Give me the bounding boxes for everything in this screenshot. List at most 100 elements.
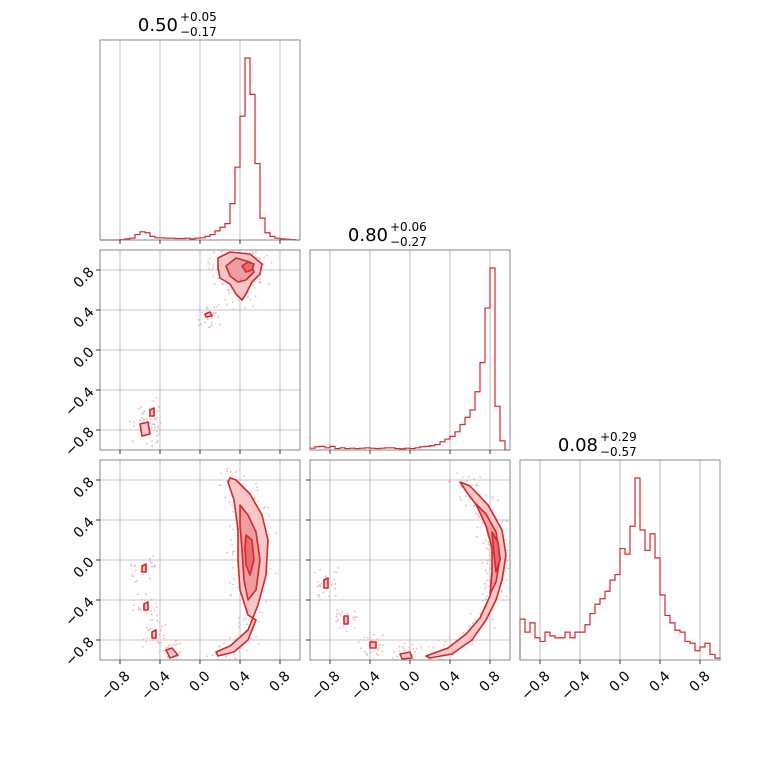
sample-point	[212, 263, 215, 266]
sample-point	[229, 470, 232, 473]
sample-point	[471, 484, 473, 487]
contour-level-3	[241, 261, 255, 273]
sample-point	[145, 593, 147, 596]
sample-point	[408, 648, 411, 651]
sample-point	[435, 662, 437, 664]
sample-point	[489, 567, 492, 570]
y-tick-label: 0.0	[71, 554, 98, 581]
sample-point	[132, 575, 135, 578]
sample-point	[170, 644, 173, 646]
scatter-panel-0-1: −0.8 −0.4 0.0 0.4 0.8	[62, 249, 301, 460]
sample-point	[172, 662, 174, 664]
scatter-panel-1-2: −0.8 −0.4 0.0 0.4 0.8	[306, 459, 514, 704]
sample-point	[479, 612, 482, 615]
sample-point	[219, 323, 222, 326]
title-upper-error: +0.29	[600, 430, 637, 444]
sample-point	[342, 625, 345, 628]
sample-point	[173, 644, 176, 646]
sample-point	[156, 416, 159, 419]
sample-point	[151, 639, 154, 642]
sample-point	[206, 317, 209, 320]
y-tick-label: −0.4	[62, 594, 97, 629]
sample-point	[487, 584, 489, 587]
sample-point	[231, 301, 234, 303]
sample-point	[234, 657, 237, 660]
sample-point	[218, 645, 221, 647]
sample-point	[256, 256, 259, 259]
sample-point	[197, 324, 200, 327]
sample-point	[479, 493, 482, 496]
sample-point	[482, 542, 485, 544]
sample-point	[176, 655, 179, 658]
sample-point	[393, 651, 396, 653]
x-tick-label: −0.8	[98, 668, 133, 703]
sample-point	[481, 561, 484, 564]
sample-point	[228, 637, 231, 639]
sample-point	[398, 649, 401, 652]
sample-point	[351, 616, 354, 619]
sample-point	[168, 644, 170, 647]
sample-point	[217, 316, 220, 318]
sample-point	[237, 616, 240, 619]
sample-point	[319, 568, 321, 571]
sample-point	[465, 480, 468, 483]
sample-point	[346, 612, 348, 615]
sample-point	[381, 634, 384, 636]
sample-point	[167, 646, 169, 649]
title-upper-error: +0.06	[390, 220, 427, 234]
sample-point	[251, 284, 254, 287]
sample-point	[257, 500, 259, 503]
sample-point	[353, 615, 356, 618]
sample-point	[149, 619, 152, 622]
sample-point	[147, 629, 149, 631]
sample-point	[130, 564, 132, 567]
sample-point	[504, 570, 506, 572]
sample-point	[449, 481, 451, 484]
sample-point	[267, 572, 270, 575]
sample-point	[253, 286, 256, 289]
sample-point	[512, 585, 514, 587]
x-tick-label: 0.8	[687, 668, 714, 695]
sample-point	[335, 612, 338, 615]
sample-point	[158, 634, 161, 637]
title-value: 0.80	[348, 225, 388, 246]
sample-point	[150, 610, 152, 612]
sample-point	[473, 639, 476, 641]
sample-point	[487, 548, 490, 551]
sample-point	[481, 521, 484, 524]
contour-level-3	[244, 534, 255, 576]
sample-point	[150, 613, 153, 616]
sample-point	[213, 312, 216, 315]
sample-point	[156, 619, 159, 622]
sample-point	[337, 612, 340, 615]
sample-point	[477, 485, 479, 487]
sample-point	[203, 321, 206, 324]
sample-point	[233, 550, 235, 553]
sample-point	[256, 486, 258, 489]
sample-point	[487, 543, 490, 546]
sample-point	[464, 504, 467, 507]
sample-point	[129, 420, 131, 423]
sample-point	[235, 471, 237, 473]
sample-point	[318, 596, 321, 599]
sample-point	[208, 257, 211, 260]
sample-point	[415, 647, 418, 650]
sample-point	[417, 663, 419, 665]
sample-point	[222, 283, 225, 285]
sample-point	[316, 594, 319, 597]
sample-point	[150, 565, 153, 568]
sample-point	[501, 599, 504, 601]
sample-point	[328, 595, 331, 597]
sample-point	[176, 643, 179, 646]
sample-point	[179, 651, 182, 654]
sample-point	[233, 653, 235, 656]
sample-point	[313, 571, 316, 574]
panel-content	[313, 472, 514, 665]
sample-point	[345, 630, 348, 633]
sample-point	[488, 579, 491, 582]
sample-point	[396, 655, 399, 658]
x-tick-label: −0.4	[558, 668, 593, 703]
sample-point	[241, 483, 244, 485]
sample-point	[150, 426, 153, 429]
sample-point	[419, 646, 422, 649]
